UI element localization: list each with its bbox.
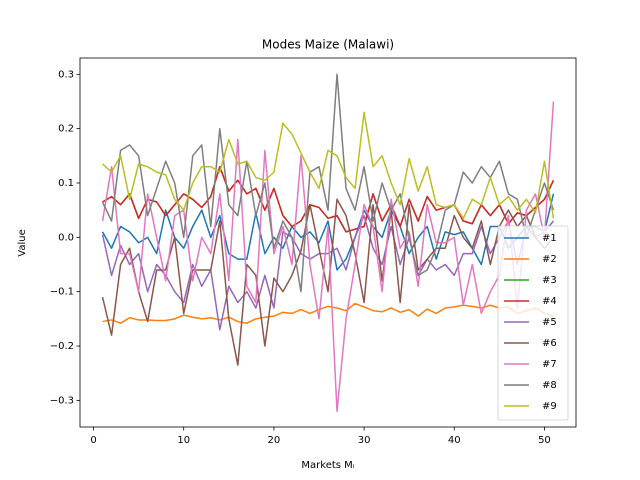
series-line xyxy=(101,198,555,366)
series-line xyxy=(102,111,555,220)
legend-box xyxy=(497,225,569,421)
legend-label: #2 xyxy=(542,254,557,265)
legend-label: #3 xyxy=(542,275,557,286)
y-tick-label: −0.1 xyxy=(50,287,74,298)
y-tick-label: 0.3 xyxy=(58,69,74,80)
x-tick-label: 10 xyxy=(177,435,190,446)
y-tick-label: −0.2 xyxy=(50,341,74,352)
legend-label: #8 xyxy=(542,380,557,391)
series-line xyxy=(101,214,555,331)
axes-frame xyxy=(79,57,577,428)
x-axis-label: Markets Mᵢ xyxy=(301,460,354,471)
series-line xyxy=(102,302,554,324)
x-tick-label: 0 xyxy=(90,435,96,446)
legend-label: #5 xyxy=(542,317,557,328)
x-tick-label: 30 xyxy=(358,435,371,446)
legend-label: #6 xyxy=(542,338,557,349)
y-tick-label: 0.1 xyxy=(58,178,74,189)
y-tick-label: −0.3 xyxy=(50,395,74,406)
y-tick-label: 0.0 xyxy=(58,232,74,243)
legend-label: #9 xyxy=(542,401,557,412)
series-line xyxy=(101,73,555,293)
legend-label: #4 xyxy=(542,296,557,307)
legend-label: #1 xyxy=(542,233,557,244)
chart-title: Modes Maize (Malawi) xyxy=(262,38,394,52)
x-tick-label: 50 xyxy=(538,435,551,446)
x-tick-label: 40 xyxy=(448,435,461,446)
series-line xyxy=(101,101,555,412)
series-line xyxy=(101,193,555,271)
x-tick-label: 20 xyxy=(268,435,281,446)
y-axis-label: Value xyxy=(17,229,28,256)
y-tick-label: 0.2 xyxy=(58,124,74,135)
legend-label: #7 xyxy=(542,359,557,370)
